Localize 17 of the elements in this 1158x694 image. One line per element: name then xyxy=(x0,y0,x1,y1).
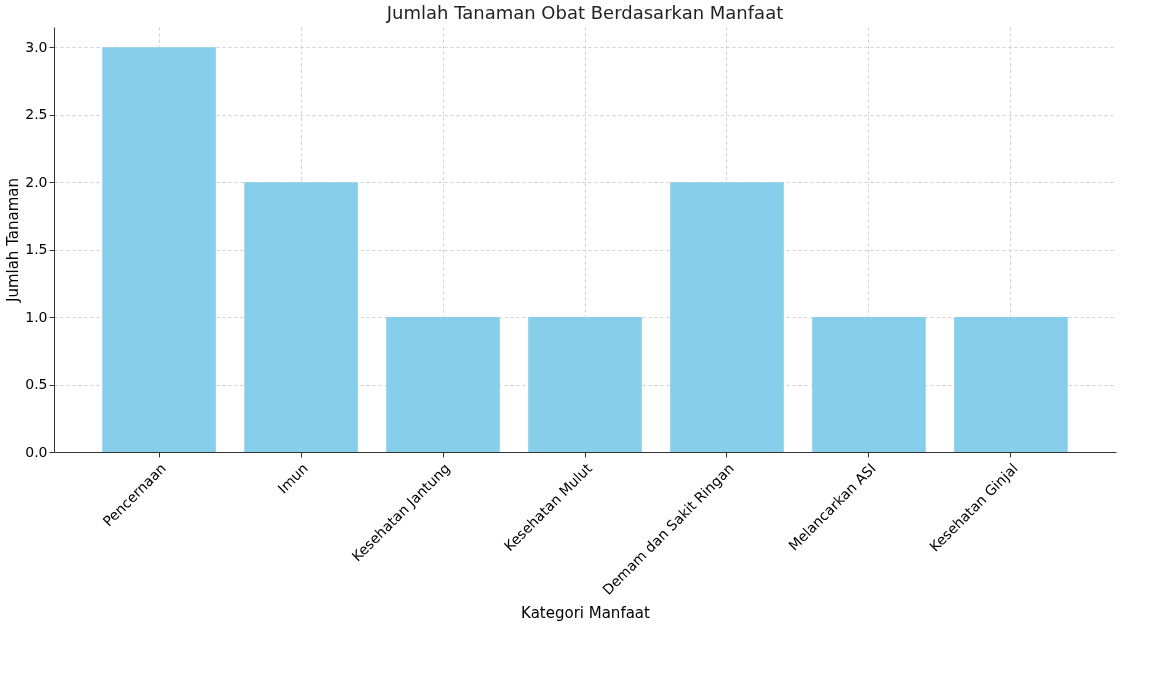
bar xyxy=(102,47,216,452)
y-tick-label: 0.5 xyxy=(25,376,48,393)
y-axis-title: Jumlah Tanaman xyxy=(4,177,23,304)
y-tick-label: 2.5 xyxy=(25,106,48,123)
bar xyxy=(244,182,358,452)
y-tick-label: 1.5 xyxy=(25,241,48,258)
bar xyxy=(528,317,642,452)
bar xyxy=(670,182,784,452)
bar xyxy=(386,317,500,452)
chart-title: Jumlah Tanaman Obat Berdasarkan Manfaat xyxy=(385,2,784,23)
y-tick-label: 0.0 xyxy=(25,443,48,460)
bar xyxy=(812,317,926,452)
y-tick-label: 3.0 xyxy=(25,38,48,55)
bar xyxy=(954,317,1068,452)
y-tick-label: 2.0 xyxy=(25,173,48,190)
x-axis-title: Kategori Manfaat xyxy=(521,603,651,622)
y-tick-label: 1.0 xyxy=(25,308,48,325)
